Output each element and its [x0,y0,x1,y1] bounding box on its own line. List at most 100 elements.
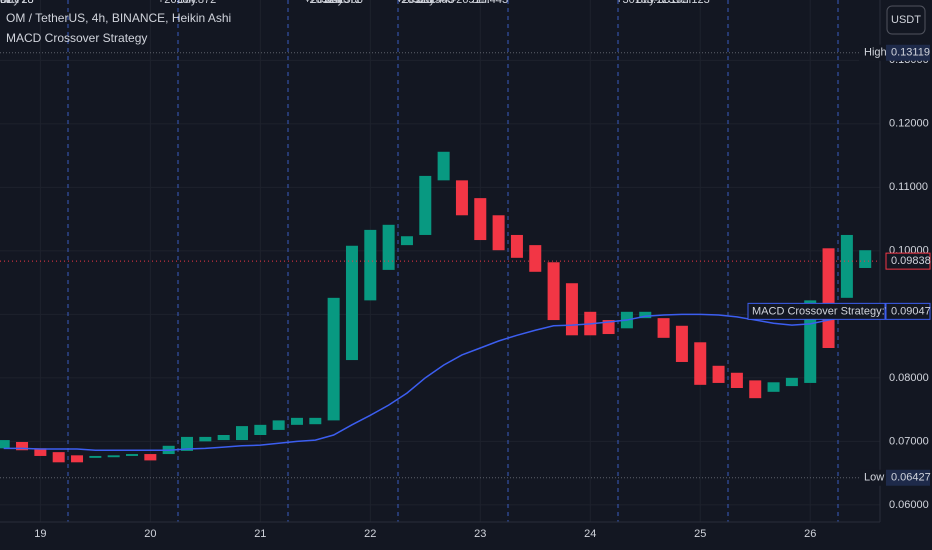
candle-body [272,420,285,430]
candle-body [675,325,688,362]
series-name: MACD Crossover Strategy:WMA 21 [752,305,926,317]
signal-side: Sell [324,0,342,6]
high-name: High [864,47,887,59]
signal-amount: +26520.566 [304,0,362,6]
y-tick-label: 0.11000 [889,181,928,193]
candle-body [455,180,468,216]
signal-side: Sell [673,0,691,6]
high-name-tag [859,44,887,61]
signal-amount: +26519.443 [396,0,454,6]
candle-body [144,454,157,461]
signal-amount: +30103.123 [616,0,674,6]
series-name-box [747,302,886,320]
candle-body [694,342,707,385]
x-tick-label: 21 [254,528,266,540]
signal-amount: -26504.872 [306,0,362,6]
candle-body [400,236,413,246]
x-tick-label: 26 [804,528,816,540]
candle-body [767,382,780,392]
candle-body [16,441,29,451]
candle-body [657,318,670,338]
candle-body [859,250,872,268]
currency-button[interactable] [886,5,926,35]
candle-body [199,436,212,442]
low-name: Low [864,472,884,484]
candle-body [181,436,193,451]
candle-body [217,435,230,441]
candle-body [510,234,523,258]
candle-body [840,234,853,298]
wma-line [3,311,866,451]
candle-body [785,377,798,387]
candle-body [419,175,432,235]
signal-side: Buy [324,0,343,6]
candle-body [345,245,358,361]
signal-amount: 02.728 [0,0,34,6]
candle-body [52,452,65,463]
y-tick-label: 0.12000 [889,118,929,130]
candle-body [0,440,10,449]
candle-body [254,424,267,435]
candle-body [804,300,817,383]
x-tick-label: 25 [694,528,706,540]
signal-amount: +26504.872 [158,0,216,6]
y-tick-label: 0.07000 [889,435,929,447]
signal-amount: -26520.566 [397,0,453,6]
candle-body [89,455,102,458]
low-tag [886,469,930,486]
candle-body [71,455,84,463]
signal-amount: 07.778 [0,0,34,6]
signal-side: Buy [416,0,435,6]
low-value: 0.06427 [891,472,931,484]
candle-body [107,455,120,458]
signal-side: Sell [416,0,434,6]
signal-side: ell [0,0,11,6]
series-price: 0.09047 [891,305,931,317]
signal-side: Sell [471,0,489,6]
candle-body [34,448,47,456]
candle-body [712,365,725,383]
candle-body [327,297,340,421]
candle-body [822,248,835,348]
candle-body [437,151,450,181]
signal-side: Buy [0,0,19,6]
x-tick-label: 23 [474,528,486,540]
high-tag [886,44,930,61]
candle-body [730,372,743,389]
session-breaks [67,0,839,522]
x-tick-label: 20 [144,528,156,540]
candle-body [474,198,487,241]
last-price-tag [885,252,931,270]
y-tick-label: 0.06000 [889,499,929,511]
indicator-name: MACD Crossover Strategy [6,31,147,45]
signal-side: Buy [178,0,197,6]
candle-body [309,417,322,425]
candle-body [492,215,505,251]
candle-body [547,262,560,321]
candle-body [235,426,248,441]
candle-body [602,320,615,335]
y-tick-label: 0.08000 [889,372,929,384]
candle-body [529,245,542,272]
x-tick-label: 24 [584,528,596,540]
candle-body [126,454,139,456]
x-tick-label: 22 [364,528,376,540]
signal-amount: -30103.123 [654,0,710,6]
series-price-tag [885,302,931,320]
candle-body [565,283,578,336]
high-value: 0.13119 [891,47,930,59]
candle-body [382,224,395,270]
last-price: 0.09838 [891,255,931,267]
x-tick-label: 19 [34,528,46,540]
candle-body [364,229,377,301]
low-name-tag [859,469,887,486]
signal-amount: -26519.443 [452,0,508,6]
plot [0,151,872,463]
candle-body [749,380,762,399]
chart-title: OM / TetherUS, 4h, BINANCE, Heikin Ashi [6,11,231,25]
candle-body [639,311,652,319]
candle-body [290,417,303,425]
currency-label[interactable]: USDT [891,14,921,26]
